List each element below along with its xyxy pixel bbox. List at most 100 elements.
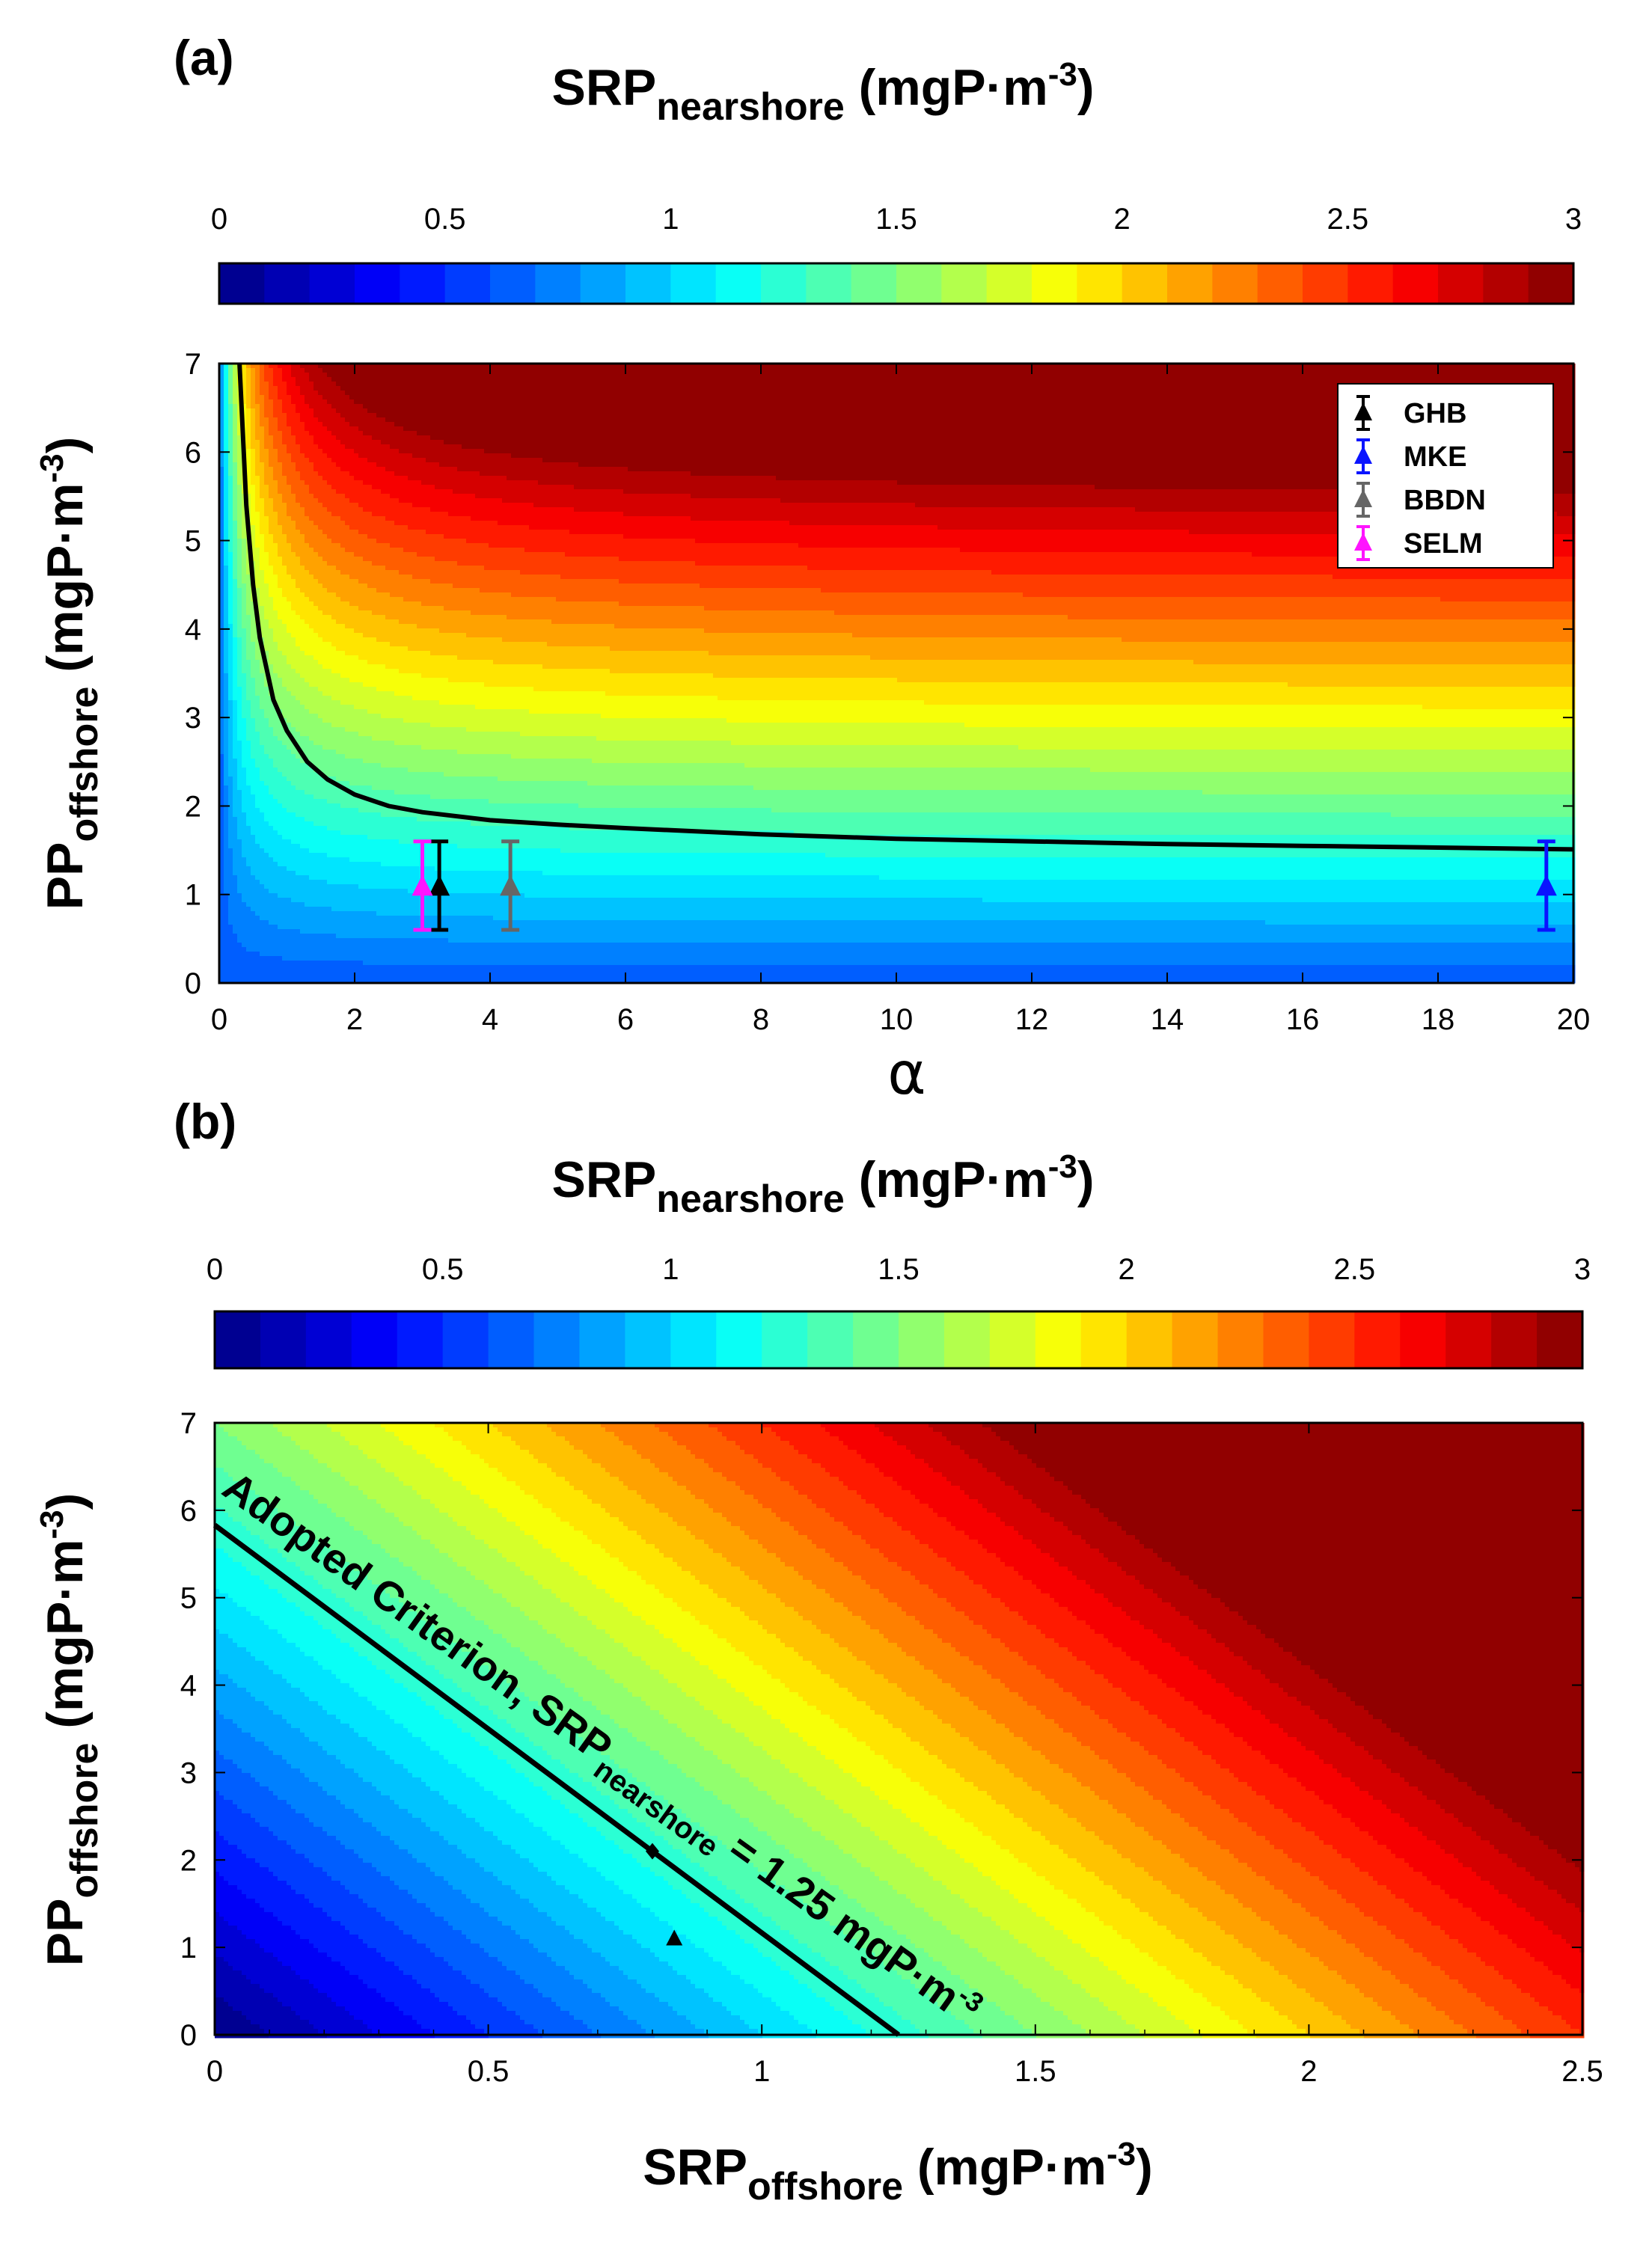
contour-cell [224,624,229,629]
contour-cell [224,736,229,741]
contour-cell [224,655,229,661]
contour-cell [224,471,229,477]
contour-cell [224,494,229,499]
contour-cell [224,458,229,463]
contour-cell [228,373,233,378]
contour-cell [224,965,229,970]
contour-cell [224,862,229,867]
contour-cell [224,732,229,737]
contour-cell [228,426,233,432]
contour-cell [228,696,233,701]
contour-cell [228,866,233,872]
contour-cell [228,839,233,845]
contour-cell [228,395,233,400]
contour-cell [228,512,233,517]
contour-cell [224,435,229,441]
contour-cell [228,498,233,503]
contour-cell [224,934,229,939]
contour-cell [224,925,229,930]
contour-cell [224,373,229,378]
contour-cell [228,408,233,414]
contour-cell [228,844,233,849]
contour-cell [228,592,233,598]
colorbar-a-swatch [1347,263,1393,304]
colorbar-a-swatch [1393,263,1439,304]
contour-cell [228,848,233,854]
contour-cell [228,655,233,661]
contour-cell [224,961,229,966]
contour-cell [224,440,229,445]
contour-cell [224,709,229,714]
colorbar-a-swatch [1529,263,1574,304]
contour-cell [224,664,229,670]
contour-cell [228,494,233,499]
contour-cell [228,759,233,764]
contour-cell [224,790,229,795]
contour-cell [224,974,229,979]
colorbar-a-swatch [445,263,491,304]
contour-cell [224,592,229,598]
contour-cell [224,817,229,822]
colorbar-a-tick-label: 3 [1565,203,1582,236]
contour-cell [224,408,229,414]
contour-cell [228,768,233,773]
contour-cell [224,601,229,607]
colorbar-a-swatch [355,263,400,304]
contour-cell [228,566,233,571]
contour-cell [224,853,229,858]
contour-cell [224,386,229,391]
contour-cell [228,570,233,575]
contour-cell [224,462,229,468]
contour-cell [224,727,229,732]
contour-cell [224,696,229,701]
contour-cell [228,821,233,827]
contour-cell [228,772,233,777]
contour-cell [228,543,233,548]
contour-cell [228,462,233,468]
contour-cell [224,799,229,804]
contour-cell [224,808,229,813]
contour-cell [224,898,229,903]
contour-cell [224,916,229,921]
contour-cell [224,754,229,759]
colorbar-a-swatch [219,263,265,304]
contour-cell [228,552,233,557]
contour-cell [228,785,233,791]
contour-cell [228,584,233,589]
contour-cell [224,673,229,679]
contour-cell [228,736,233,741]
colorbar-a-tick-labels: 0 0.5 1 1.5 2 2.5 3 [211,203,1582,236]
contour-cell [224,521,229,526]
contour-cell [224,678,229,683]
colorbar-a-swatch [987,263,1032,304]
contour-cell [224,485,229,490]
contour-cell [228,399,233,405]
contour-cell [224,610,229,616]
contour-cell [228,673,233,679]
contour-cell [228,610,233,616]
contour-cell [224,929,229,934]
panel-a-label: (a) [174,30,234,85]
contour-cell [228,480,233,486]
contour-cell [224,871,229,876]
contour-cell [228,507,233,512]
contour-cell [228,377,233,382]
contour-cell [224,848,229,854]
contour-cell [228,875,233,880]
contour-cell [228,637,233,643]
contour-cell [224,669,229,674]
contour-cell [228,471,233,477]
colorbar-a-tick-label: 0 [211,203,227,236]
contour-cell [228,660,233,665]
contour-cell [228,417,233,423]
contour-cell [228,700,233,705]
contour-cell [228,386,233,391]
contour-cell [224,637,229,643]
contour-cell [228,633,233,638]
contour-cell [224,781,229,786]
colorbar-a-tick-label: 2 [1114,203,1131,236]
contour-cell [224,947,229,952]
colorbar-a-tick-label: 1 [662,203,679,236]
colorbar-a-swatch [761,263,807,304]
contour-cell [224,844,229,849]
